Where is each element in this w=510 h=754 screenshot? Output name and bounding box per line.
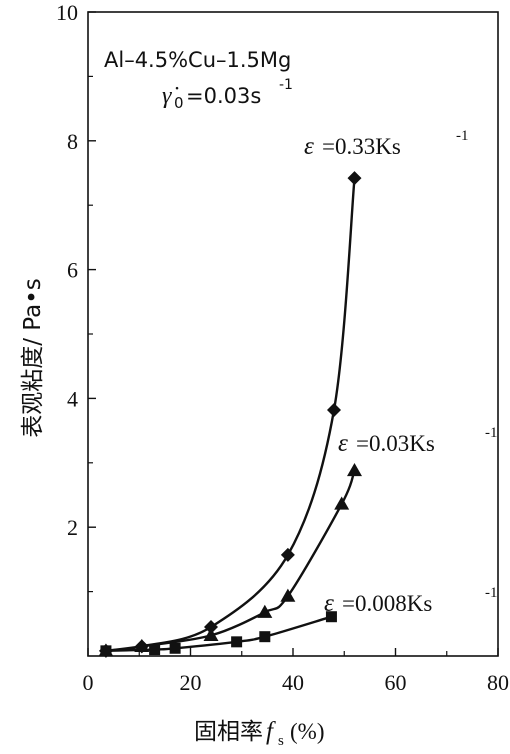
series-curves [105,178,356,652]
series-1-point [257,604,273,618]
series-2-exponent: -1 [485,585,498,601]
series-1-point [280,588,296,602]
series-1-symbol: ε [338,430,348,457]
x-axis-label-unit: (%) [290,719,324,744]
series-label-0: ε =0.33Ks -1 [304,128,469,160]
series-labels: ε =0.33Ks -1 ε =0.03Ks -1 ε =0.008Ks -1 [304,128,498,617]
axis-ticks: 0 20 40 60 80 2 4 6 8 10 [56,0,509,695]
series-1-line [105,470,356,652]
plot-frame [87,11,499,657]
series-label-2: ε =0.008Ks -1 [324,585,498,617]
series-0-line [105,178,356,652]
y-tick-label: 6 [67,258,78,283]
shear-rate-value: =0.03s [186,84,261,108]
alloy-annotation: Al–4.5%Cu–1.5Mg [104,48,291,72]
series-0-symbol: ε [304,133,314,160]
series-1-point [134,638,150,652]
x-tick-label: 60 [385,670,407,695]
y-tick-label: 10 [56,0,78,25]
series-2-point [325,611,337,623]
shear-rate-subscript: 0 [174,94,184,112]
series-2-point [259,631,271,643]
series-2-point [100,645,112,657]
series-1-point [347,463,362,477]
series-0-point [347,171,362,186]
x-axis-label-text: 固相率 [194,719,263,745]
series-1-point [334,496,350,510]
series-2-point [231,636,243,648]
series-0-value: =0.33Ks [322,134,401,159]
series-0-point [327,402,341,417]
shear-rate-exponent: -1 [279,77,293,93]
y-axis-label: 表观粘度/ Pa•s [20,278,46,438]
x-axis-label-symbol: f [266,718,276,745]
shear-rate-annotation: γ̇ 0 =0.03s -1 [162,77,293,112]
series-2-value: =0.008Ks [342,591,432,616]
y-tick-label: 2 [67,515,78,540]
y-tick-label: 4 [67,386,78,411]
x-axis-label: 固相率 f s (%) [194,718,324,749]
x-axis-label-subscript: s [278,733,284,749]
series-2-symbol: ε [324,590,334,617]
series-1-exponent: -1 [485,425,498,441]
x-tick-label: 20 [180,670,202,695]
series-markers [98,171,362,658]
series-0-point [280,547,295,562]
plot-area-border [87,11,499,657]
series-label-1: ε =0.03Ks -1 [338,425,498,457]
x-tick-label: 80 [487,670,509,695]
y-tick-label: 8 [67,129,78,154]
series-2-point [169,642,181,654]
series-0-exponent: -1 [456,128,469,144]
series-2-point [149,644,161,656]
series-0-point [204,620,218,635]
x-tick-label: 40 [282,670,304,695]
series-1-value: =0.03Ks [356,431,435,456]
x-tick-label: 0 [83,670,94,695]
series-1-point [203,627,219,642]
